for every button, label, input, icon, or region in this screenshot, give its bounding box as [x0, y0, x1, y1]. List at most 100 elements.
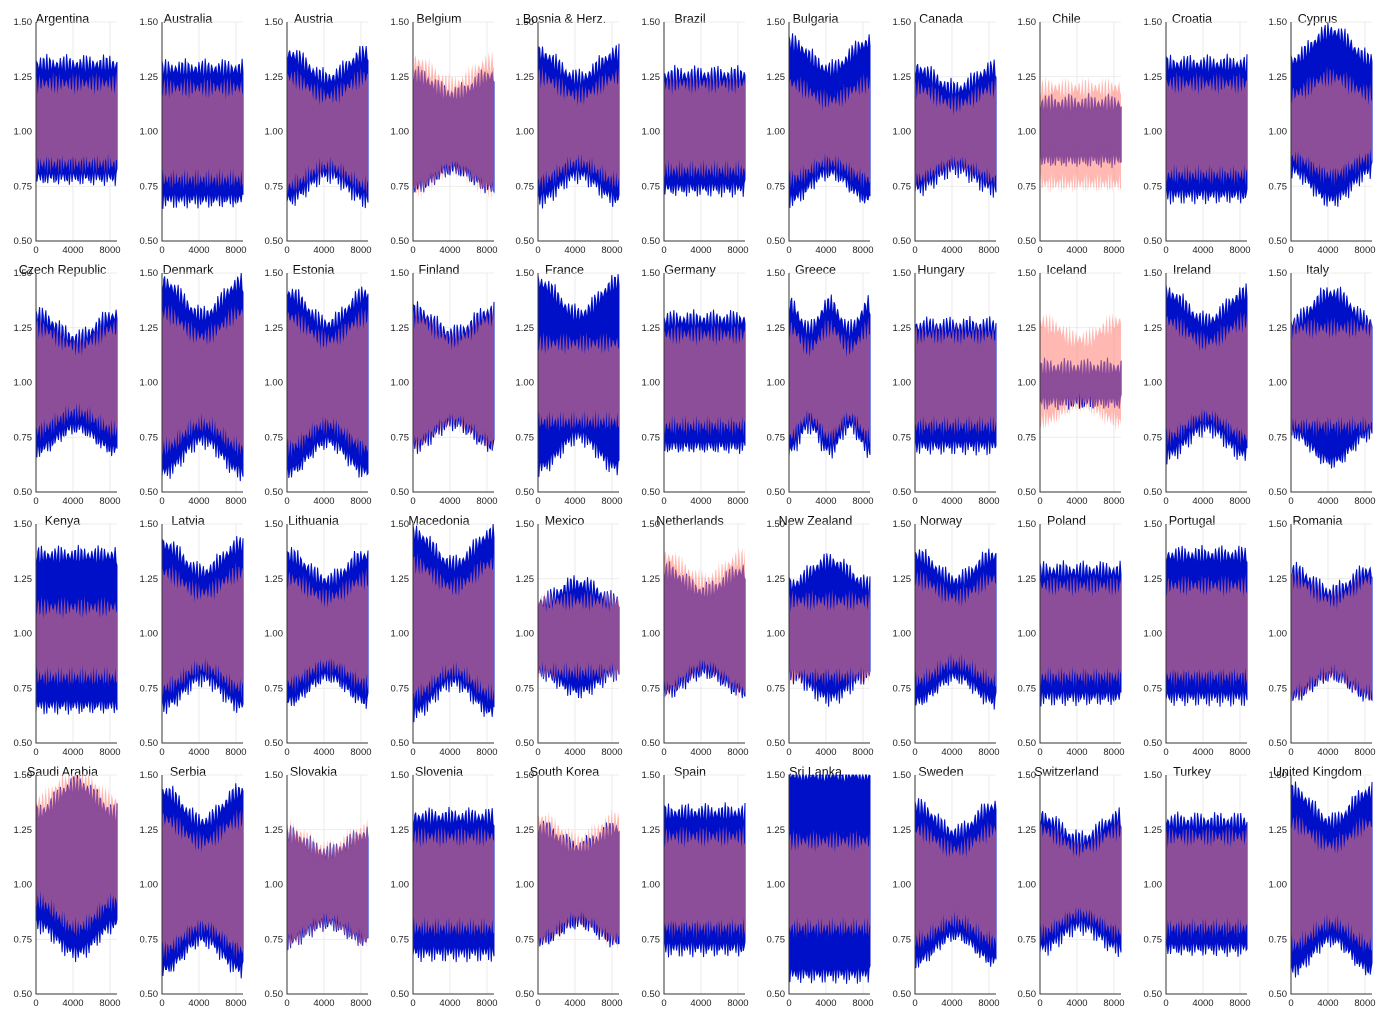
y-tick-label: 0.75: [1143, 181, 1162, 192]
series-b-band: [1291, 315, 1372, 439]
series-b-band: [287, 67, 368, 197]
x-tick-label: 8000: [852, 747, 873, 758]
y-tick-label: 1.25: [1143, 574, 1162, 585]
y-tick-label: 0.50: [892, 738, 911, 749]
y-tick-label: 1.00: [265, 127, 284, 138]
y-tick-label: 1.50: [265, 770, 284, 781]
x-tick-label: 0: [1163, 998, 1168, 1009]
panel-title: Slovakia: [289, 765, 338, 779]
x-tick-label: 4000: [1317, 747, 1338, 758]
panel-plot: 0.50 0.75 1.00 1.25 1.50 0 4000 8000: [265, 268, 372, 507]
x-tick-label: 4000: [1066, 747, 1087, 758]
x-tick-label: 8000: [476, 496, 497, 507]
panel-plot: 0.50 0.75 1.00 1.25 1.50 0 4000 8000: [390, 268, 497, 507]
y-tick-label: 0.75: [265, 181, 284, 192]
y-tick-label: 1.25: [265, 574, 284, 585]
axes-frame: [788, 524, 870, 744]
chart-panel: Macedonia 0.50 0.75 1.00 1.25 1.50 0 4000 8000: [377, 502, 502, 758]
x-tick-label: 4000: [439, 245, 460, 256]
y-tick-label: 1.50: [1143, 17, 1162, 28]
y-tick-label: 0.75: [265, 432, 284, 443]
y-tick-label: 1.00: [892, 127, 911, 138]
x-tick-label: 0: [661, 747, 666, 758]
x-tick-label: 0: [33, 496, 38, 507]
y-tick-label: 1.00: [139, 127, 158, 138]
y-tick-label: 1.50: [516, 268, 535, 279]
axes-frame: [1039, 524, 1121, 744]
y-tick-label: 1.00: [892, 880, 911, 891]
y-tick-label: 0.50: [892, 236, 911, 247]
x-tick-label: 8000: [852, 998, 873, 1009]
x-tick-label: 0: [786, 496, 791, 507]
x-tick-label: 8000: [1354, 245, 1375, 256]
y-tick-label: 1.00: [641, 378, 660, 389]
panel-title: Ireland: [1172, 263, 1212, 277]
x-tick-label: 4000: [313, 245, 334, 256]
chart-panel: Cyprus 0.50 0.75 1.00 1.25 1.50 0 4000 8000: [1255, 0, 1380, 256]
y-tick-label: 1.50: [892, 519, 911, 530]
panel-plot: 0.50 0.75 1.00 1.25 1.50 0 4000 8000: [641, 519, 748, 758]
series-b-band: [161, 304, 243, 458]
series-b-band: [36, 595, 117, 687]
chart-panel: Belgium 0.50 0.75 1.00 1.25 1.50 0 4000 8000: [377, 0, 502, 256]
y-tick-label: 1.00: [1269, 880, 1288, 891]
x-tick-label: 8000: [1103, 245, 1124, 256]
y-tick-label: 1.25: [1269, 574, 1288, 585]
panel-plot: 0.50 0.75 1.00 1.25 1.50 0 4000 8000: [641, 17, 748, 256]
y-tick-label: 0.50: [265, 989, 284, 1000]
y-tick-label: 1.25: [1143, 825, 1162, 836]
x-tick-label: 0: [410, 747, 415, 758]
y-tick-label: 1.50: [767, 268, 786, 279]
y-tick-label: 1.50: [641, 268, 660, 279]
x-tick-label: 4000: [815, 496, 836, 507]
panel-title: Serbia: [169, 765, 207, 779]
y-tick-label: 0.75: [641, 683, 660, 694]
y-tick-label: 0.50: [139, 989, 158, 1000]
y-tick-label: 1.00: [641, 629, 660, 640]
y-tick-label: 0.50: [1269, 738, 1288, 749]
y-tick-label: 0.50: [1143, 236, 1162, 247]
panel-title: New Zealand: [778, 514, 853, 528]
axes-frame: [663, 273, 745, 493]
y-tick-label: 1.50: [767, 17, 786, 28]
x-tick-label: 4000: [188, 747, 209, 758]
panel-plot: 0.50 0.75 1.00 1.25 1.50 0 4000 8000: [1269, 268, 1376, 507]
panel-title: Poland: [1047, 514, 1086, 528]
x-tick-label: 0: [535, 245, 540, 256]
y-tick-label: 1.50: [1269, 770, 1288, 781]
panel-title: Cyprus: [1297, 12, 1338, 26]
axes-frame: [1039, 22, 1121, 242]
x-tick-label: 0: [535, 747, 540, 758]
chart-panel: Bosnia & Herz. 0.50 0.75 1.00 1.25 1.50 0 4000 8…: [502, 0, 627, 256]
axes-frame: [914, 524, 996, 744]
y-tick-label: 0.50: [139, 236, 158, 247]
x-tick-label: 4000: [564, 245, 585, 256]
x-tick-label: 0: [159, 747, 164, 758]
y-tick-label: 0.75: [641, 934, 660, 945]
y-tick-label: 0.50: [390, 989, 409, 1000]
series-b-band: [412, 50, 494, 202]
y-tick-label: 0.50: [516, 487, 535, 498]
y-tick-label: 0.75: [265, 934, 284, 945]
panel-plot: 0.50 0.75 1.00 1.25 1.50 0 4000 8000: [265, 770, 372, 1009]
series-b-band: [663, 71, 745, 181]
chart-panel: Brazil 0.50 0.75 1.00 1.25 1.50 0 4000 8000: [628, 0, 753, 256]
panel-title: Croatia: [1171, 12, 1213, 26]
chart-panel: Slovakia 0.50 0.75 1.00 1.25 1.50 0 4000 8000: [251, 753, 376, 1009]
x-tick-label: 4000: [1066, 496, 1087, 507]
x-tick-label: 8000: [727, 245, 748, 256]
x-tick-label: 4000: [1066, 998, 1087, 1009]
y-tick-label: 1.25: [14, 574, 33, 585]
series-b-band: [538, 331, 619, 432]
series-b-band: [36, 316, 117, 442]
y-tick-label: 0.75: [390, 934, 409, 945]
panel-plot: 0.50 0.75 1.00 1.25 1.50 0 4000 8000: [390, 519, 497, 758]
series-b-band: [1165, 71, 1247, 187]
chart-panel: Norway 0.50 0.75 1.00 1.25 1.50 0 4000 8000: [879, 502, 1004, 758]
y-tick-label: 0.50: [767, 989, 786, 1000]
y-tick-label: 1.00: [139, 629, 158, 640]
x-tick-label: 8000: [225, 998, 246, 1009]
series-b-band: [412, 304, 494, 456]
x-tick-label: 0: [284, 747, 289, 758]
y-tick-label: 1.00: [1018, 629, 1037, 640]
